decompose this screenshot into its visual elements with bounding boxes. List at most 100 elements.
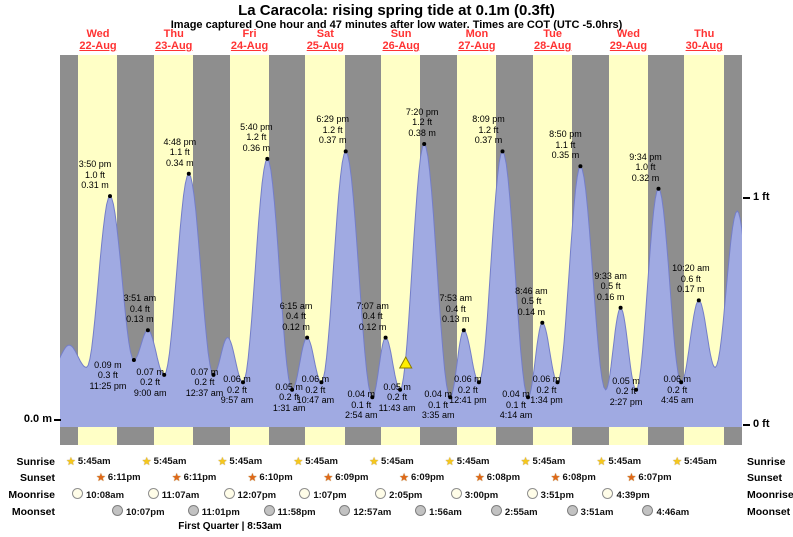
sunrise-time: ★ 5:45am: [293, 455, 338, 469]
sunrise-time: ★ 5:45am: [445, 455, 490, 469]
sunrise-row-label-right: Sunrise: [747, 456, 786, 468]
moonset-time-text: 3:51am: [580, 507, 614, 518]
tide-graph: 3:50 pm 1.0 ft 0.31 m 0.09 m 0.3 ft 11:25 pm 3…: [60, 55, 742, 445]
tide-point-dot: [370, 395, 375, 400]
sunset-time-text: 6:11pm: [107, 472, 141, 483]
axis-tick-left-0m: [54, 419, 61, 421]
sunset-time: ★ 6:11pm: [96, 471, 141, 485]
moonrise-time-text: 2:05pm: [389, 490, 423, 501]
low-tide-label: 0.04 m 0.1 ft 4:14 am: [499, 389, 533, 421]
high-tide-label: 9:34 pm 1.0 ft 0.32 m: [629, 151, 662, 183]
sunrise-time: ★ 5:45am: [672, 455, 717, 469]
moonset-time: 1:56am: [415, 505, 462, 519]
sunset-icon: ★: [474, 472, 485, 484]
day-name: Mon: [465, 28, 489, 40]
day-name: Wed: [86, 28, 110, 40]
moonrise-icon: [602, 488, 614, 499]
moonset-time-text: 4:46am: [656, 507, 690, 518]
moonrise-icon: [375, 488, 387, 499]
day-date: 22-Aug: [79, 40, 117, 52]
tide-point-dot: [211, 372, 216, 377]
low-tide-label: 0.07 m 0.2 ft 12:37 am: [185, 366, 224, 398]
moonrise-time-text: 12:07pm: [237, 490, 277, 501]
sunrise-icon: ★: [369, 456, 379, 468]
moonset-icon: [642, 505, 654, 516]
moonrise-icon: [526, 488, 538, 499]
sunrise-time: ★ 5:45am: [596, 455, 641, 469]
current-tide-marker-icon: [398, 355, 413, 369]
moonrise-time: 4:39pm: [602, 488, 650, 502]
sunset-time-text: 6:08pm: [486, 472, 521, 483]
day-header: Wed 29-Aug: [590, 28, 666, 52]
tide-point-dot: [634, 387, 639, 392]
moonrise-row-label-right: Moonrise: [747, 489, 793, 501]
tide-curve: [60, 142, 742, 427]
sunrise-icon: ★: [141, 456, 152, 468]
moonset-time: 2:55am: [490, 505, 538, 519]
tide-point-dot: [540, 320, 545, 325]
moonset-time-text: 11:58pm: [277, 507, 316, 518]
sunrise-row-label-left: Sunrise: [16, 456, 55, 468]
moonset-time: 3:51am: [566, 505, 614, 519]
moonset-icon: [187, 505, 199, 516]
day-date: 29-Aug: [609, 40, 648, 52]
day-header: Fri 24-Aug: [212, 28, 288, 52]
tide-point-dot: [526, 395, 530, 400]
day-date: 24-Aug: [230, 40, 269, 52]
tide-point-dot: [383, 335, 388, 340]
sunset-row-label-right: Sunset: [747, 472, 783, 484]
low-tide-label: 0.06 m 0.2 ft 1:34 pm: [530, 374, 563, 406]
axis-tick-right-1ft: [743, 197, 750, 199]
low-tide-label: 0.06 m 0.2 ft 12:41 pm: [449, 374, 487, 406]
sunset-time-text: 6:10pm: [259, 472, 293, 483]
moonrise-time-text: 4:39pm: [616, 490, 650, 501]
sunrise-time-text: 5:45am: [456, 456, 490, 467]
day-header: Sat 25-Aug: [287, 28, 363, 52]
moonset-time-text: 2:55am: [504, 507, 538, 518]
moonset-icon: [263, 505, 275, 516]
sunrise-time-text: 5:45am: [77, 456, 111, 467]
tide-point-dot: [656, 186, 661, 191]
axis-tick-right-0ft: [743, 424, 750, 426]
sunrise-time: ★ 5:45am: [521, 455, 566, 469]
sunset-time: ★ 6:07pm: [626, 471, 671, 485]
moonset-time: 11:01pm: [187, 505, 240, 519]
sunset-time: ★ 6:09pm: [323, 471, 368, 485]
moonset-time: 10:07pm: [112, 505, 165, 519]
sunset-icon: ★: [323, 472, 334, 484]
moonrise-time: 2:05pm: [375, 488, 422, 502]
day-name: Wed: [616, 28, 640, 40]
low-tide-label: 0.09 m 0.3 ft 11:25 pm: [89, 359, 127, 391]
tide-area-fill: [60, 144, 742, 427]
day-name: Fri: [242, 28, 257, 40]
day-name: Thu: [163, 28, 184, 40]
sunrise-time: ★ 5:45am: [218, 455, 263, 469]
moonrise-icon: [450, 488, 462, 499]
sunrise-icon: ★: [66, 456, 76, 468]
sunset-time: ★ 6:11pm: [172, 471, 217, 485]
sunset-time-text: 6:09pm: [335, 472, 369, 483]
day-header: Wed 22-Aug: [60, 28, 136, 52]
tide-point-dot: [108, 194, 112, 199]
sunrise-icon: ★: [293, 456, 304, 468]
high-tide-label: 3:50 pm 1.0 ft 0.31 m: [78, 159, 112, 191]
sunrise-time-text: 5:45am: [229, 456, 263, 467]
low-tide-label: 0.04 m 0.1 ft 2:54 am: [345, 389, 378, 421]
day-date: 26-Aug: [382, 40, 420, 52]
sunset-icon: ★: [247, 472, 258, 484]
tide-point-dot: [422, 142, 427, 146]
high-tide-label: 4:48 pm 1.1 ft 0.34 m: [163, 136, 197, 168]
high-tide-label: 7:07 am 0.4 ft 0.12 m: [356, 300, 389, 332]
tide-point-dot: [461, 328, 466, 333]
sunrise-time: ★ 5:45am: [66, 455, 111, 469]
sunrise-time-text: 5:45am: [153, 456, 187, 467]
moonrise-time-text: 11:07am: [161, 490, 200, 501]
page-subtitle: Image captured One hour and 47 minutes a…: [170, 19, 623, 31]
tide-point-dot: [162, 372, 167, 377]
day-header: Thu 30-Aug: [666, 28, 742, 52]
moonset-icon: [415, 505, 427, 516]
low-tide-label: 0.06 m 0.2 ft 10:47 am: [296, 374, 335, 406]
tide-point-dot: [398, 387, 403, 392]
moonrise-time: 12:07pm: [223, 488, 277, 502]
